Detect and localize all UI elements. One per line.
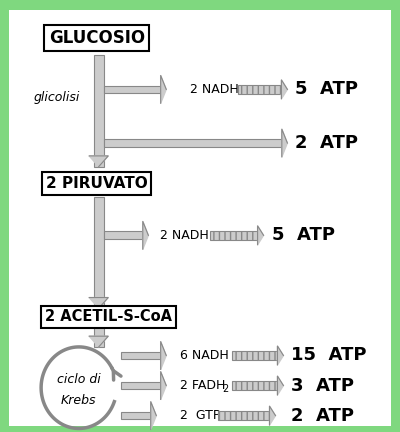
Polygon shape — [161, 372, 166, 400]
FancyBboxPatch shape — [238, 85, 282, 94]
Text: 2  ATP: 2 ATP — [295, 134, 358, 152]
Text: 5  ATP: 5 ATP — [295, 80, 358, 98]
Polygon shape — [258, 226, 264, 245]
Text: 2  GTP: 2 GTP — [180, 409, 220, 422]
FancyBboxPatch shape — [218, 411, 270, 420]
Text: 2 FADH: 2 FADH — [180, 379, 226, 392]
Text: ciclo di: ciclo di — [57, 373, 101, 386]
FancyBboxPatch shape — [232, 351, 278, 360]
FancyBboxPatch shape — [104, 86, 161, 93]
Polygon shape — [270, 406, 276, 425]
Polygon shape — [278, 376, 284, 395]
Text: 2 ACETIL-S-CoA: 2 ACETIL-S-CoA — [45, 309, 172, 324]
FancyBboxPatch shape — [9, 10, 391, 426]
Text: 2: 2 — [222, 384, 228, 394]
Polygon shape — [89, 298, 108, 308]
FancyBboxPatch shape — [104, 232, 143, 239]
FancyBboxPatch shape — [94, 55, 104, 167]
Text: GLUCOSIO: GLUCOSIO — [49, 29, 145, 47]
Polygon shape — [161, 76, 166, 103]
Text: glicolisi: glicolisi — [33, 92, 80, 105]
FancyBboxPatch shape — [94, 325, 104, 347]
FancyBboxPatch shape — [104, 139, 282, 147]
Polygon shape — [151, 402, 156, 429]
FancyBboxPatch shape — [120, 412, 151, 419]
FancyBboxPatch shape — [120, 382, 161, 389]
Text: 2 NADH: 2 NADH — [160, 229, 209, 242]
Polygon shape — [282, 80, 287, 99]
Text: 2 NADH: 2 NADH — [190, 83, 239, 96]
Text: 6 NADH: 6 NADH — [180, 349, 229, 362]
FancyBboxPatch shape — [232, 381, 278, 390]
Polygon shape — [282, 129, 287, 157]
Polygon shape — [89, 336, 108, 347]
FancyBboxPatch shape — [210, 231, 258, 240]
FancyBboxPatch shape — [94, 197, 104, 308]
Polygon shape — [89, 156, 108, 167]
Polygon shape — [143, 222, 148, 249]
Text: Krebs: Krebs — [61, 394, 96, 407]
FancyBboxPatch shape — [120, 352, 161, 359]
Text: 5  ATP: 5 ATP — [272, 226, 334, 245]
Text: 2  ATP: 2 ATP — [291, 407, 354, 425]
Polygon shape — [161, 342, 166, 369]
Text: 2 PIRUVATO: 2 PIRUVATO — [46, 176, 148, 191]
Text: 3  ATP: 3 ATP — [291, 377, 354, 394]
Text: 15  ATP: 15 ATP — [291, 346, 367, 365]
Polygon shape — [278, 346, 284, 365]
